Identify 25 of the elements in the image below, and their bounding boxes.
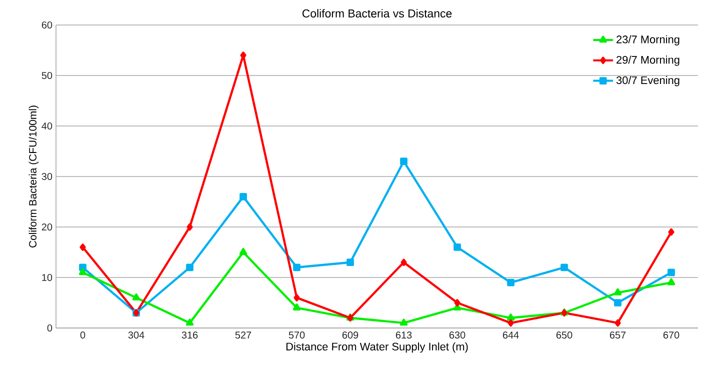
x-tick-label: 657 <box>610 332 626 339</box>
x-tick-label: 316 <box>182 332 198 339</box>
y-tick-label: 30 <box>42 172 52 180</box>
y-axis-title: Coliform Bacteria (CFU/100ml) <box>28 106 39 248</box>
x-tick-label: 527 <box>235 332 252 339</box>
x-axis-title: Distance From Water Supply Inlet (m) <box>286 342 468 353</box>
x-tick-label: 570 <box>288 332 305 339</box>
y-tick-label: 50 <box>42 72 52 80</box>
x-tick-label: 650 <box>556 332 572 339</box>
legend-label: 30/7 Evening <box>616 76 680 86</box>
x-tick-label: 304 <box>128 332 144 339</box>
x-tick-label: 613 <box>396 332 412 339</box>
y-tick-label: 20 <box>42 223 52 231</box>
y-tick-label: 60 <box>42 21 52 29</box>
legend-label: 23/7 Morning <box>616 35 680 46</box>
y-tick-label: 10 <box>42 274 52 282</box>
x-tick-label: 670 <box>663 332 680 339</box>
x-tick-label: 0 <box>80 332 86 339</box>
x-tick-label: 630 <box>449 332 466 339</box>
x-tick-label: 644 <box>502 332 519 339</box>
y-tick-label: 0 <box>47 324 52 332</box>
x-tick-label: 609 <box>342 332 358 339</box>
y-tick-label: 40 <box>42 122 52 130</box>
legend-label: 29/7 Morning <box>616 56 680 66</box>
chart-title: Coliform Bacteria vs Distance <box>302 9 452 18</box>
